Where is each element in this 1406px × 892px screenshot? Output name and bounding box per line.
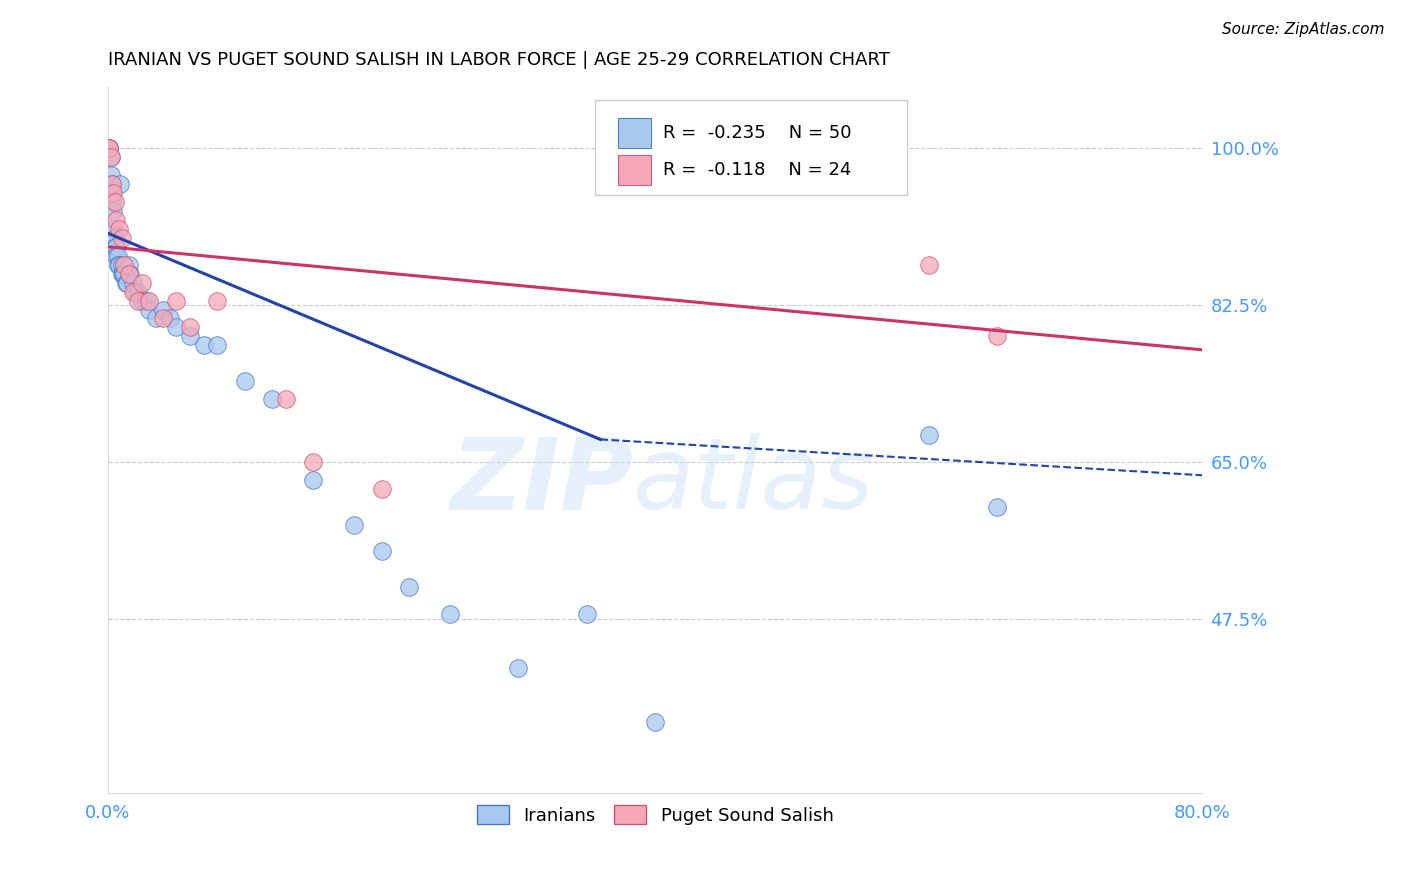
Point: [917, 428, 939, 442]
Point: [112, 267, 135, 281]
Text: atlas: atlas: [633, 434, 875, 531]
Point: [179, 329, 201, 343]
Legend: Iranians, Puget Sound Salish: Iranians, Puget Sound Salish: [468, 797, 842, 834]
Point: [121, 276, 143, 290]
Point: [193, 338, 215, 352]
Text: Source: ZipAtlas.com: Source: ZipAtlas.com: [1222, 22, 1385, 37]
Point: [179, 320, 201, 334]
FancyBboxPatch shape: [617, 155, 651, 186]
Point: [343, 517, 366, 532]
Text: R =  -0.118    N = 24: R = -0.118 N = 24: [662, 161, 851, 179]
Text: IRANIAN VS PUGET SOUND SALISH IN LABOR FORCE | AGE 25-29 CORRELATION CHART: IRANIAN VS PUGET SOUND SALISH IN LABOR F…: [108, 51, 890, 69]
Point: [398, 580, 420, 594]
Point: [127, 293, 149, 308]
Point: [917, 258, 939, 272]
Point: [98, 141, 121, 155]
Point: [986, 329, 1008, 343]
Point: [104, 231, 127, 245]
Point: [101, 186, 124, 200]
Point: [439, 607, 461, 622]
Point: [108, 258, 131, 272]
Point: [108, 222, 131, 236]
Point: [107, 258, 129, 272]
Point: [145, 311, 167, 326]
Point: [111, 258, 134, 272]
Point: [152, 302, 174, 317]
Point: [114, 276, 136, 290]
Point: [135, 293, 157, 308]
Point: [644, 714, 666, 729]
Point: [575, 607, 598, 622]
Point: [986, 500, 1008, 514]
Point: [111, 231, 134, 245]
Point: [101, 177, 124, 191]
Point: [159, 311, 181, 326]
Point: [101, 194, 124, 209]
Point: [207, 338, 229, 352]
Point: [131, 293, 153, 308]
Point: [100, 150, 122, 164]
Point: [370, 544, 392, 558]
Point: [131, 276, 153, 290]
Point: [152, 311, 174, 326]
Point: [104, 240, 127, 254]
Point: [105, 249, 128, 263]
Point: [107, 249, 129, 263]
Point: [105, 240, 128, 254]
Text: ZIP: ZIP: [450, 434, 633, 531]
Point: [233, 374, 256, 388]
Point: [302, 455, 325, 469]
Point: [104, 194, 127, 209]
Point: [117, 258, 139, 272]
Point: [112, 258, 135, 272]
FancyBboxPatch shape: [595, 100, 907, 195]
Point: [98, 141, 121, 155]
Point: [370, 482, 392, 496]
Point: [124, 285, 146, 299]
Point: [165, 320, 187, 334]
Point: [101, 177, 124, 191]
Point: [100, 150, 122, 164]
FancyBboxPatch shape: [617, 118, 651, 148]
Point: [110, 177, 132, 191]
Point: [121, 285, 143, 299]
Point: [98, 141, 121, 155]
Point: [103, 203, 125, 218]
Point: [302, 473, 325, 487]
Point: [100, 168, 122, 182]
Point: [103, 186, 125, 200]
Point: [111, 267, 134, 281]
Point: [127, 285, 149, 299]
Point: [207, 293, 229, 308]
Point: [112, 267, 135, 281]
Point: [115, 276, 138, 290]
Point: [138, 293, 160, 308]
Point: [118, 267, 141, 281]
Point: [105, 213, 128, 227]
Point: [274, 392, 297, 406]
Point: [103, 222, 125, 236]
Point: [117, 267, 139, 281]
Point: [138, 302, 160, 317]
Point: [165, 293, 187, 308]
Point: [508, 661, 530, 675]
Point: [98, 141, 121, 155]
Point: [262, 392, 284, 406]
Text: R =  -0.235    N = 50: R = -0.235 N = 50: [662, 124, 851, 142]
